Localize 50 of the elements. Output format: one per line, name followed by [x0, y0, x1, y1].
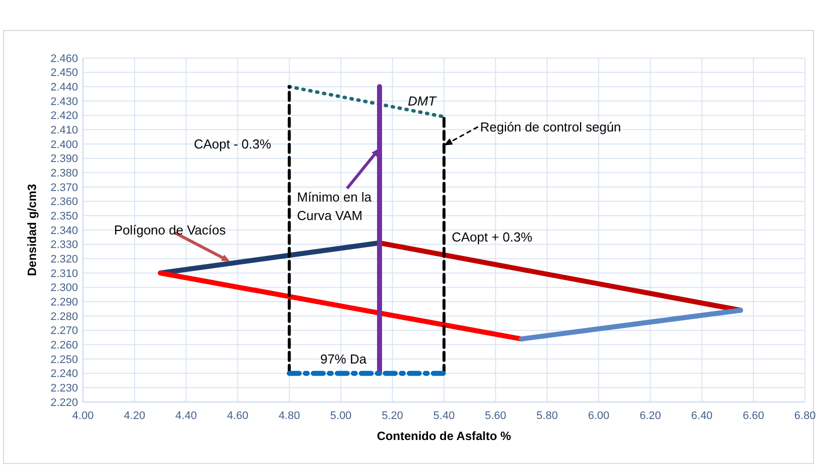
x-tick-label: 6.00: [588, 410, 610, 422]
y-tick-label: 2.350: [50, 210, 78, 223]
x-tick-label: 6.40: [691, 410, 713, 422]
y-tick-label: 2.290: [50, 296, 78, 309]
y-tick-label: 2.260: [50, 340, 78, 352]
y-tick-label: 2.230: [50, 382, 78, 395]
annotation: CAopt - 0.3%: [194, 136, 272, 152]
y-tick-label: 2.250: [50, 354, 78, 366]
y-tick-label: 2.400: [50, 138, 78, 151]
y-tick-label: 2.440: [50, 82, 78, 94]
y-tick-label: 2.320: [50, 254, 78, 266]
annotation: Mínimo en la: [297, 190, 372, 205]
y-tick-label: 2.240: [50, 368, 78, 380]
y-tick-label: 2.280: [50, 310, 78, 323]
y-tick-label: 2.420: [50, 110, 78, 122]
y-tick-label: 2.370: [50, 182, 78, 194]
y-tick-label: 2.450: [50, 67, 78, 80]
x-axis-title: Contenido de Asfalto %: [376, 429, 512, 443]
annotation: Curva VAM: [297, 208, 363, 224]
y-tick-label: 2.220: [50, 396, 78, 409]
y-tick-label: 2.330: [50, 239, 78, 252]
annotation: Polígono de Vacíos: [114, 222, 226, 238]
x-tick-label: 4.40: [175, 410, 197, 422]
y-tick-label: 2.310: [50, 268, 78, 280]
annotation: CAopt + 0.3%: [452, 230, 533, 245]
y-tick-label: 2.340: [50, 224, 78, 237]
x-tick-label: 4.80: [278, 410, 300, 422]
y-axis-title: Densidad g/cm3: [25, 184, 39, 276]
annotation: 97% Da: [320, 352, 368, 367]
x-tick-label: 5.40: [433, 410, 455, 422]
annotation: DMT: [408, 94, 438, 109]
y-tick-label: 2.390: [50, 153, 78, 166]
y-tick-label: 2.270: [50, 325, 78, 338]
x-tick-label: 4.20: [124, 410, 146, 422]
x-tick-label: 5.00: [330, 410, 352, 422]
annotation: Región de control según: [480, 119, 622, 134]
x-tick-label: 5.60: [484, 410, 506, 422]
x-tick-label: 6.60: [742, 410, 764, 422]
x-tick-label: 6.20: [640, 410, 661, 422]
x-tick-label: 5.20: [382, 410, 404, 422]
x-tick-label: 5.80: [536, 410, 558, 422]
y-tick-label: 2.300: [50, 282, 78, 294]
y-tick-label: 2.380: [50, 168, 78, 180]
x-tick-label: 4.00: [72, 410, 94, 422]
y-tick-label: 2.410: [50, 124, 78, 137]
y-tick-label: 2.430: [50, 96, 78, 108]
x-tick-label: 4.60: [227, 410, 248, 422]
x-tick-label: 6.80: [794, 410, 816, 422]
y-tick-label: 2.360: [50, 196, 78, 208]
y-tick-label: 2.460: [50, 52, 78, 65]
